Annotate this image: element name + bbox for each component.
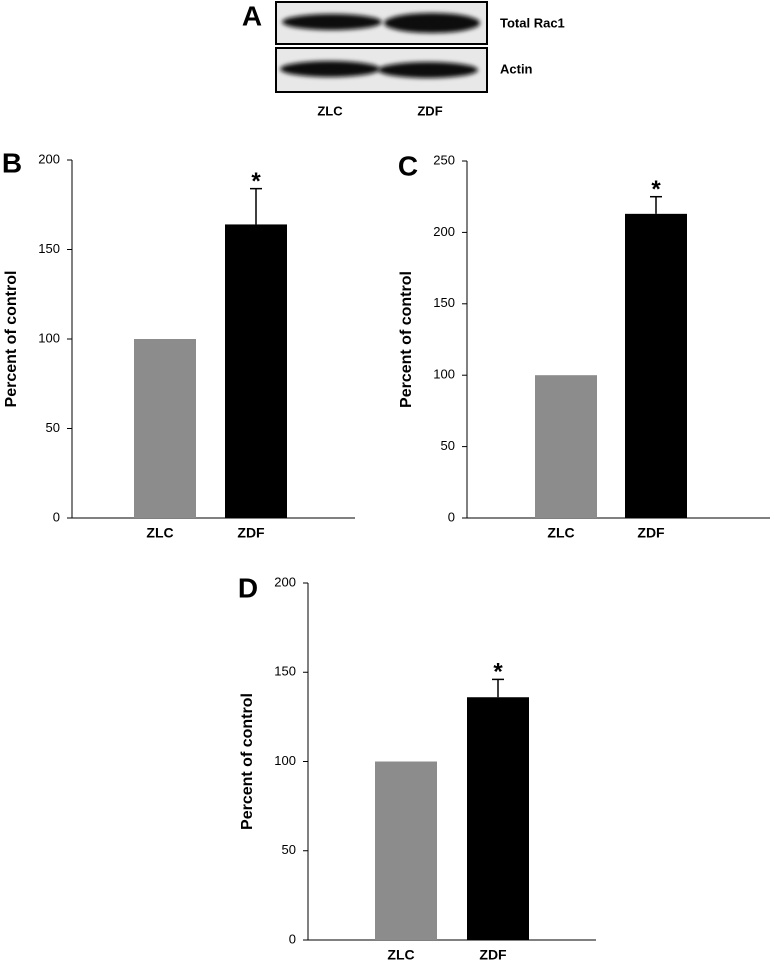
blot-row-label: Total Rac1 <box>500 15 565 30</box>
bar <box>625 213 687 518</box>
y-tick-label: 200 <box>38 151 60 166</box>
x-tick-label: ZLC <box>146 525 173 541</box>
bar-chart-panel: C Percent of control 0 50 100 150 200 250 ZLC ZDF… <box>398 150 770 541</box>
bar <box>375 761 437 940</box>
y-tick-label: 100 <box>38 330 60 345</box>
x-tick-label: ZLC <box>547 525 574 541</box>
band <box>282 14 382 30</box>
y-tick-label: 50 <box>441 438 455 453</box>
band <box>280 61 380 77</box>
band <box>378 62 478 78</box>
y-tick-label: 50 <box>282 842 296 857</box>
y-tick-label: 0 <box>448 509 455 524</box>
y-axis-label: Percent of control <box>3 271 20 408</box>
bar <box>134 339 196 518</box>
x-tick-label: ZDF <box>479 947 507 960</box>
bar-chart-panel: B Percent of control 0 50 100 150 200 ZLC ZDF * <box>2 147 355 541</box>
x-tick-label: ZLC <box>387 947 414 960</box>
blot-row-label: Actin <box>500 61 533 76</box>
y-tick-label: 50 <box>46 420 60 435</box>
x-tick-label: ZDF <box>637 525 665 541</box>
y-tick-label: 0 <box>53 509 60 524</box>
significance-label: * <box>251 168 261 195</box>
y-tick-label: 150 <box>274 664 296 679</box>
y-tick-label: 150 <box>433 295 455 310</box>
significance-label: * <box>651 176 661 203</box>
bar <box>467 697 529 940</box>
panel-label: C <box>398 150 418 181</box>
y-tick-label: 250 <box>433 152 455 167</box>
y-tick-label: 0 <box>289 931 296 946</box>
panel-label: D <box>238 572 258 603</box>
y-axis-label: Percent of control <box>239 693 256 830</box>
y-tick-label: 150 <box>38 241 60 256</box>
blot-panel: A Total Rac1 Actin ZLC ZDF <box>242 0 565 118</box>
y-tick-label: 200 <box>433 224 455 239</box>
y-tick-label: 100 <box>433 367 455 382</box>
panel-label: B <box>2 147 22 178</box>
y-tick-label: 100 <box>274 753 296 768</box>
panel-label: A <box>242 0 262 31</box>
lane-label: ZDF <box>417 103 442 118</box>
bar-chart-panel: D Percent of control 0 50 100 150 200 ZLC ZDF * <box>238 572 596 960</box>
y-axis-label: Percent of control <box>398 271 415 408</box>
band <box>384 13 480 33</box>
y-tick-label: 200 <box>274 574 296 589</box>
lane-label: ZLC <box>317 103 343 118</box>
bar <box>225 224 287 518</box>
x-tick-label: ZDF <box>237 525 265 541</box>
significance-label: * <box>493 659 503 686</box>
bar <box>535 375 597 518</box>
